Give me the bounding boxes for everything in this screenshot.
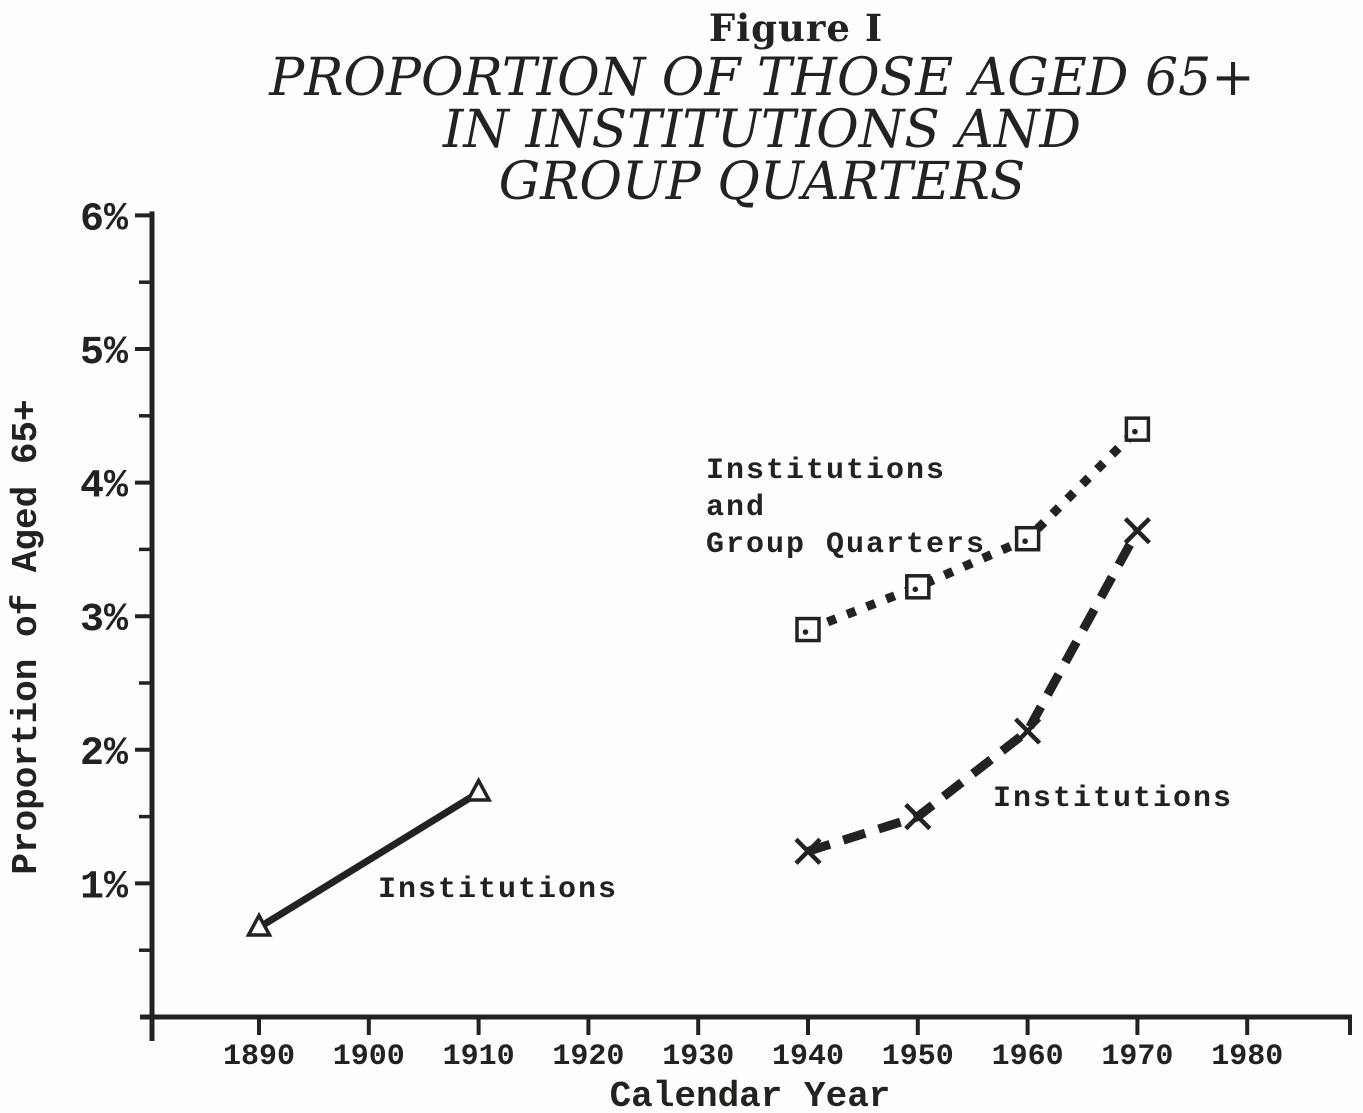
marker-x — [1014, 717, 1042, 745]
marker-square-dot — [1132, 428, 1138, 435]
series-line-dotted — [806, 426, 1141, 634]
marker-square-dot — [912, 586, 919, 593]
series-annotation: Institutions — [378, 873, 618, 907]
marker-triangle — [245, 911, 273, 937]
y-tick-label: 5% — [80, 331, 129, 376]
x-axis-title: Calendar Year — [610, 1076, 891, 1113]
x-tick-label: 1900 — [333, 1040, 405, 1074]
y-tick-label: 2% — [80, 732, 129, 777]
x-tick-label: 1960 — [992, 1040, 1064, 1074]
marker-triangle — [465, 776, 493, 802]
marker-x — [904, 803, 932, 831]
series-annotation: Group Quarters — [706, 528, 986, 562]
y-tick-label: 1% — [80, 865, 129, 910]
y-tick-label: 4% — [80, 465, 129, 510]
figure-number-label: Figure I — [708, 6, 884, 50]
y-tick-label: 3% — [80, 598, 129, 643]
series-annotation: and — [706, 491, 766, 525]
series-annotation: Institutions — [706, 454, 946, 488]
marker-square — [905, 574, 931, 600]
figure-title-line-3: GROUP QUARTERS — [498, 152, 1026, 212]
x-tick-label: 1890 — [223, 1040, 295, 1074]
x-tick-label: 1970 — [1101, 1040, 1173, 1074]
series-line-solid — [257, 789, 481, 931]
x-tick-label: 1930 — [662, 1040, 734, 1074]
marker-square-dot — [802, 629, 809, 635]
marker-square — [1014, 525, 1041, 552]
x-tick-label: 1920 — [552, 1040, 624, 1074]
marker-x — [1123, 517, 1151, 545]
series-line-dashed — [806, 528, 1142, 856]
figure-title-line-2: IN INSTITUTIONS AND — [442, 100, 1082, 160]
x-tick-label: 1910 — [443, 1040, 515, 1074]
figure-title-line-1: PROPORTION OF THOSE AGED 65+ — [269, 48, 1255, 108]
marker-square — [795, 616, 821, 643]
marker-square — [1124, 416, 1151, 442]
y-tick-label: 6% — [80, 197, 129, 242]
marker-x — [794, 837, 822, 865]
y-axis-title: Proportion of Aged 65+ — [6, 399, 47, 874]
x-tick-label: 1980 — [1211, 1040, 1283, 1074]
figure-title: PROPORTION OF THOSE AGED 65+ IN INSTITUT… — [269, 52, 1255, 208]
x-tick-label: 1940 — [772, 1040, 844, 1074]
marker-square-dot — [1022, 538, 1028, 545]
x-tick-label: 1950 — [882, 1040, 954, 1074]
series-annotation: Institutions — [993, 782, 1233, 816]
